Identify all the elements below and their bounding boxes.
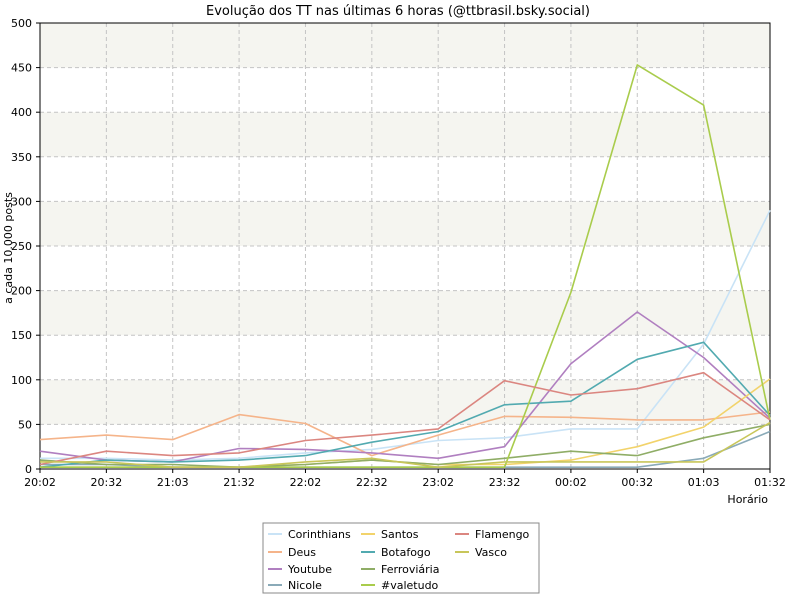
x-tick-label: 01:32 bbox=[754, 476, 786, 489]
legend-label: Flamengo bbox=[475, 528, 530, 541]
series-line-valetudo bbox=[40, 64, 771, 469]
plot-bands bbox=[40, 23, 770, 469]
x-tick-label: 23:02 bbox=[422, 476, 454, 489]
y-tick-label: 400 bbox=[11, 106, 32, 119]
axis-ticks: 0 50 100 150 200 250 300 350 400 450 500 20:02 20:32… bbox=[11, 17, 786, 489]
x-tick-label: 20:32 bbox=[91, 476, 123, 489]
legend-label: Botafogo bbox=[381, 546, 431, 559]
plot-band bbox=[40, 201, 770, 246]
x-tick-label: 23:32 bbox=[489, 476, 521, 489]
legend-label: Corinthians bbox=[288, 528, 351, 541]
plot-band bbox=[40, 112, 770, 157]
x-tick-label: 22:02 bbox=[290, 476, 322, 489]
plot-band bbox=[40, 335, 770, 380]
y-tick-label: 300 bbox=[11, 195, 32, 208]
y-tick-label: 250 bbox=[11, 240, 32, 253]
x-tick-label: 21:03 bbox=[157, 476, 189, 489]
plot-band bbox=[40, 290, 770, 336]
x-tick-label: 20:02 bbox=[24, 476, 56, 489]
x-axis-label: Horário bbox=[727, 493, 768, 506]
grid-lines bbox=[40, 23, 770, 469]
y-tick-label: 100 bbox=[11, 374, 32, 387]
plot-band bbox=[40, 379, 770, 425]
series-line-vasco bbox=[40, 421, 771, 469]
plot-band bbox=[40, 156, 770, 202]
series-line-botafogo bbox=[39, 341, 771, 468]
legend-label: Nicole bbox=[288, 579, 322, 592]
y-tick-label: 450 bbox=[11, 62, 32, 75]
legend-label: Vasco bbox=[475, 546, 507, 559]
x-tick-label: 01:03 bbox=[688, 476, 720, 489]
legend-label: Santos bbox=[381, 528, 419, 541]
legend-label: Ferroviária bbox=[381, 563, 439, 576]
series-line-deus bbox=[39, 411, 771, 457]
x-tick-label: 00:02 bbox=[555, 476, 587, 489]
y-tick-label: 0 bbox=[25, 463, 32, 476]
legend-label: Youtube bbox=[287, 563, 332, 576]
legend: Corinthians Deus Youtube Nicole Santos Botafo… bbox=[262, 522, 540, 594]
y-tick-label: 500 bbox=[11, 17, 32, 30]
chart-title: Evolução dos TT nas últimas 6 horas (@tt… bbox=[206, 4, 590, 19]
series-lines bbox=[39, 64, 771, 469]
plot-band bbox=[40, 67, 770, 113]
y-tick-label: 50 bbox=[18, 418, 32, 431]
y-axis-label: a cada 10.000 posts bbox=[2, 192, 15, 304]
legend-label: #valetudo bbox=[381, 579, 439, 592]
y-tick-label: 200 bbox=[11, 285, 32, 298]
x-tick-label: 21:32 bbox=[223, 476, 255, 489]
x-tick-label: 00:32 bbox=[621, 476, 653, 489]
plot-band bbox=[40, 23, 770, 68]
y-tick-label: 150 bbox=[11, 329, 32, 342]
plot-band bbox=[40, 246, 770, 291]
y-tick-label: 350 bbox=[11, 151, 32, 164]
series-line-flamengo bbox=[39, 371, 771, 466]
legend-frame bbox=[262, 522, 540, 594]
legend-label: Deus bbox=[288, 546, 316, 559]
x-tick-label: 22:32 bbox=[356, 476, 388, 489]
